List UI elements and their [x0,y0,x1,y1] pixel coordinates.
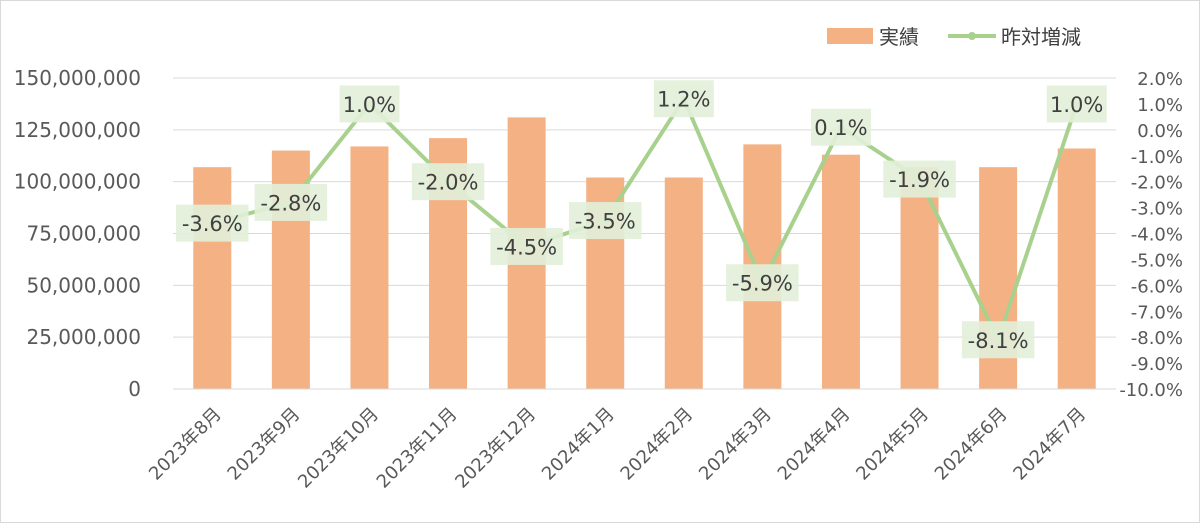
right-tick-label: -1.0% [1131,147,1183,168]
bar-2024年4月 [821,154,860,389]
data-label: 0.1% [814,116,867,140]
data-label: -1.9% [889,168,950,192]
data-label-bg [176,204,249,242]
x-tick-label: 2023年8月 [145,404,226,485]
right-tick-label: -5.0% [1131,250,1183,271]
data-label-bg [883,160,956,198]
data-label-bg [568,202,642,240]
x-tick-label: 2023年10月 [294,404,383,493]
data-label: -3.6% [182,212,243,236]
right-tick-label: 0.0% [1137,121,1183,142]
legend-marker-yoy [968,32,976,40]
left-tick-label: 25,000,000 [26,325,141,349]
x-tick-label: 2024年2月 [617,404,698,485]
right-tick-label: -3.0% [1131,199,1183,220]
x-tick-label: 2024年3月 [695,404,776,485]
legend-label-actual: 実績 [879,25,919,49]
bar-2024年5月 [900,167,939,389]
data-label: -2.0% [418,171,479,195]
x-tick-label: 2023年11月 [373,404,462,493]
left-tick-label: 0 [128,377,141,401]
data-label-bg [653,80,714,118]
line-series-yoy [209,95,1080,343]
right-tick-label: -10.0% [1119,380,1183,401]
data-label: -8.1% [968,329,1029,353]
bar-2023年8月 [193,167,232,389]
data-label: -3.5% [575,210,636,234]
x-tick-label: 2023年12月 [451,404,540,493]
bar-2023年10月 [350,146,389,389]
x-axis: 2023年8月2023年9月2023年10月2023年11月2023年12月20… [145,388,1116,493]
right-tick-label: -9.0% [1131,354,1183,375]
left-tick-label: 150,000,000 [14,66,141,90]
data-label: 1.2% [657,88,710,112]
right-tick-label: -8.0% [1131,328,1183,349]
yoy-line [210,96,1079,342]
right-tick-label: -2.0% [1131,173,1183,194]
left-tick-label: 50,000,000 [26,273,141,297]
left-tick-label: 100,000,000 [14,170,141,194]
right-tick-label: -7.0% [1131,302,1183,323]
data-label-bg [1046,85,1107,123]
bar-2024年2月 [664,177,703,389]
left-y-axis: 0 25,000,000 50,000,000 75,000,000 100,000,0… [14,66,141,401]
data-label: -5.9% [732,272,793,296]
gridlines [173,77,1116,390]
data-label-bg [339,85,400,123]
data-label-bg [961,321,1035,359]
x-tick-label: 2024年7月 [1009,404,1090,485]
right-tick-label: 2.0% [1137,69,1183,90]
data-label: 1.0% [1050,93,1103,117]
right-tick-label: 1.0% [1137,95,1183,116]
data-label-bg [810,108,871,146]
data-label: 1.0% [343,93,396,117]
data-label: -4.5% [496,235,557,259]
x-tick-label: 2024年5月 [852,404,933,485]
data-label-bg [726,264,799,302]
legend-swatch-actual [827,28,873,44]
data-label-bg [254,183,328,221]
legend-label-yoy: 昨対増減 [1001,25,1081,49]
right-tick-label: -4.0% [1131,225,1183,246]
right-tick-label: -6.0% [1131,276,1183,297]
x-tick-label: 2024年6月 [931,404,1012,485]
data-labels: -3.6% -2.8% 1.0% -2.0% -4.5% -3.5% 1.2% -5.9% 0.… [176,80,1107,359]
x-tick-label: 2024年4月 [774,404,855,485]
legend: 実績 昨対増減 [827,25,1081,49]
x-tick-label: 2023年9月 [224,404,305,485]
data-label: -2.8% [260,191,321,215]
data-label-bg [411,163,485,201]
x-tick-label: 2024年1月 [538,404,619,485]
left-tick-label: 125,000,000 [14,118,141,142]
left-tick-label: 75,000,000 [26,222,141,246]
right-y-axis: 2.0% 1.0% 0.0% -1.0% -2.0% -3.0% -4.0% -5.0% -6.… [1119,69,1183,401]
data-label-bg [490,227,563,265]
bar-2024年7月 [1057,148,1096,389]
